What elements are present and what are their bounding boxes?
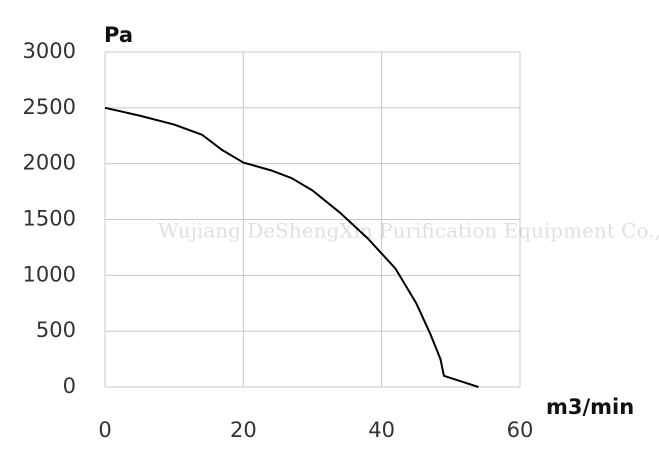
- x-tick-label: 60: [507, 418, 534, 442]
- y-tick-label: 0: [63, 374, 76, 398]
- y-tick-label: 2500: [23, 95, 76, 119]
- y-tick-label: 2000: [23, 151, 76, 175]
- x-axis-label: m3/min: [546, 395, 634, 419]
- x-tick-label: 0: [98, 418, 111, 442]
- y-tick-label: 500: [36, 318, 76, 342]
- line: [104, 106, 479, 388]
- y-tick-label: 1000: [23, 262, 76, 286]
- x-tick-label: 20: [230, 418, 257, 442]
- y-tick-label: 3000: [23, 39, 76, 63]
- watermark: Wujiang DeShengXin Purification Equipmen…: [158, 219, 659, 243]
- y-tick-label: 1500: [23, 207, 76, 231]
- x-tick-label: 40: [368, 418, 395, 442]
- y-axis-label: Pa: [104, 23, 133, 47]
